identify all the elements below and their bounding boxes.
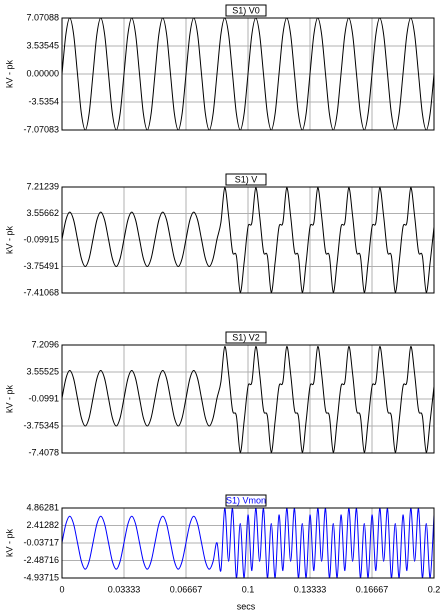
panel-title-box bbox=[225, 4, 267, 17]
signal-line bbox=[62, 187, 434, 293]
y-tick-label: -2.48716 bbox=[23, 555, 59, 565]
y-tick-label: -7.4078 bbox=[28, 447, 59, 457]
y-tick-label: 4.86281 bbox=[26, 502, 59, 512]
plot-frame bbox=[61, 344, 435, 454]
y-tick-label: -7.41068 bbox=[23, 287, 59, 297]
y-tick-label: -0.03717 bbox=[23, 537, 59, 547]
panel-title-box bbox=[225, 173, 267, 186]
x-tick-label: 0.1 bbox=[242, 584, 255, 594]
x-tick-label: 0.2 bbox=[428, 584, 441, 594]
signal-line bbox=[62, 508, 434, 578]
signal-line bbox=[62, 18, 434, 130]
x-tick-label: 0 bbox=[59, 584, 64, 594]
panel-title: S1) V2 bbox=[232, 332, 260, 342]
y-tick-label: 3.55662 bbox=[26, 208, 59, 218]
y-tick-label: 7.07088 bbox=[26, 12, 59, 22]
x-tick-label: 0.03333 bbox=[108, 584, 141, 594]
y-axis-label: kV - pk bbox=[4, 385, 14, 414]
x-axis-label: secs bbox=[237, 601, 256, 611]
y-tick-label: -0.0991 bbox=[28, 393, 59, 403]
plot-area bbox=[62, 187, 434, 293]
panel-title: S1) V bbox=[235, 174, 258, 184]
plot-frame bbox=[61, 186, 435, 294]
y-tick-label: 2.41282 bbox=[26, 520, 59, 530]
y-tick-label: 7.21239 bbox=[26, 181, 59, 191]
plot-frame bbox=[61, 17, 435, 131]
y-tick-label: 7.2096 bbox=[31, 339, 59, 349]
x-tick-label: 0.06667 bbox=[170, 584, 203, 594]
y-tick-label: 3.53545 bbox=[26, 40, 59, 50]
panel-title-box bbox=[225, 494, 267, 507]
y-axis-label: kV - pk bbox=[4, 529, 14, 558]
y-tick-label: -7.07083 bbox=[23, 124, 59, 134]
y-tick-label: -0.09915 bbox=[23, 234, 59, 244]
x-tick-label: 0.13333 bbox=[294, 584, 327, 594]
y-tick-label: -4.93715 bbox=[23, 572, 59, 582]
y-tick-label: -3.75491 bbox=[23, 261, 59, 271]
panel-title: S1) Vmon bbox=[226, 495, 266, 505]
plot-frame bbox=[61, 507, 435, 579]
y-axis-label: kV - pk bbox=[4, 226, 14, 255]
y-tick-label: -3.75345 bbox=[23, 420, 59, 430]
signal-line bbox=[62, 346, 434, 453]
x-tick-label: 0.16667 bbox=[356, 584, 389, 594]
y-tick-label: 0.00000 bbox=[26, 68, 59, 78]
y-tick-label: -3.5354 bbox=[28, 96, 59, 106]
plot-area bbox=[62, 508, 434, 578]
panel-title: S1) V0 bbox=[232, 5, 260, 15]
y-axis-label: kV - pk bbox=[4, 60, 14, 89]
panel-title-box bbox=[225, 331, 267, 344]
plot-area bbox=[62, 18, 434, 130]
y-tick-label: 3.55525 bbox=[26, 366, 59, 376]
plot-area bbox=[62, 346, 434, 453]
